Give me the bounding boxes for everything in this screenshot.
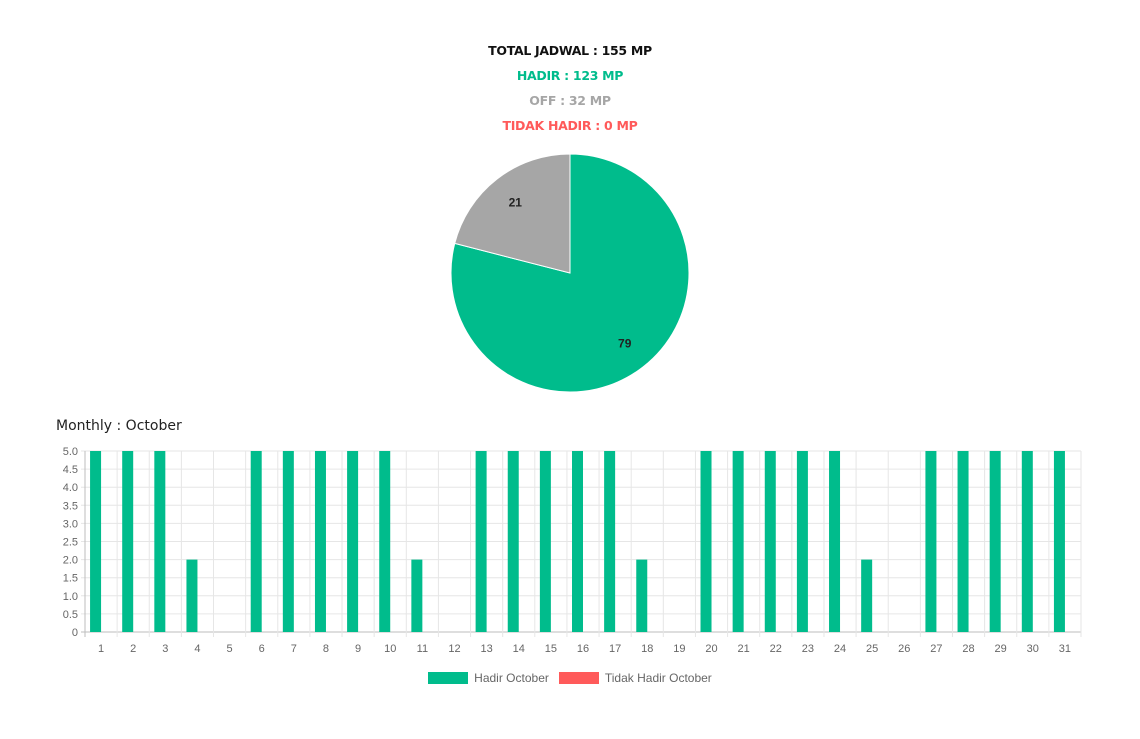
y-tick-label: 1.5 (63, 573, 78, 585)
x-tick-label: 11 (417, 643, 428, 655)
bar-hadir-day-27[interactable] (925, 451, 937, 632)
bar-hadir-day-18[interactable] (636, 559, 648, 632)
x-tick-label: 3 (162, 643, 168, 655)
x-tick-label: 22 (770, 643, 782, 655)
bar-hadir-day-15[interactable] (539, 451, 551, 632)
legend-swatch-hadir (428, 672, 469, 684)
x-tick-label: 4 (194, 643, 200, 655)
bar-hadir-day-11[interactable] (411, 559, 423, 632)
y-tick-label: 5.0 (63, 446, 78, 458)
legend-label-hadir: Hadir October (474, 671, 549, 685)
bar-hadir-day-25[interactable] (861, 559, 873, 632)
bar-hadir-day-30[interactable] (1021, 451, 1033, 632)
x-tick-label: 1 (98, 643, 104, 655)
x-tick-label: 14 (513, 643, 525, 655)
y-tick-label: 2.0 (63, 555, 78, 567)
x-tick-label: 16 (577, 643, 589, 655)
bar-hadir-day-23[interactable] (796, 451, 808, 632)
y-tick-label: 3.0 (63, 518, 78, 530)
x-tick-label: 17 (609, 643, 621, 655)
bar-hadir-day-14[interactable] (507, 451, 519, 632)
x-tick-label: 9 (355, 643, 361, 655)
x-tick-label: 5 (227, 643, 233, 655)
y-tick-label: 1.0 (63, 591, 78, 603)
x-tick-label: 28 (962, 643, 974, 655)
bar-hadir-day-6[interactable] (250, 451, 262, 632)
bar-hadir-day-8[interactable] (314, 451, 326, 632)
bar-hadir-day-20[interactable] (700, 451, 712, 632)
bar-hadir-day-31[interactable] (1053, 451, 1065, 632)
x-tick-label: 25 (866, 643, 878, 655)
attendance-pie-chart[interactable]: 79 21 (440, 143, 700, 403)
present-count-label: HADIR : 123 MP (516, 68, 624, 83)
x-tick-label: 29 (995, 643, 1007, 655)
bar-hadir-day-1[interactable] (90, 451, 102, 632)
bar-hadir-day-16[interactable] (572, 451, 583, 632)
bar-hadir-day-24[interactable] (829, 451, 841, 632)
bar-hadir-day-17[interactable] (604, 451, 616, 632)
bar-hadir-day-3[interactable] (154, 451, 166, 632)
bar-hadir-day-29[interactable] (989, 451, 1001, 632)
x-tick-label: 23 (802, 643, 814, 655)
bar-hadir-day-9[interactable] (347, 451, 359, 632)
x-tick-label: 6 (259, 643, 265, 655)
off-count-label: OFF : 32 MP (529, 93, 611, 108)
x-tick-label: 21 (738, 643, 750, 655)
y-tick-label: 3.5 (63, 500, 78, 512)
x-tick-label: 31 (1059, 643, 1071, 655)
x-tick-label: 26 (898, 643, 910, 655)
legend-item-tidak-hadir[interactable]: Tidak Hadir October (558, 671, 712, 685)
y-tick-label: 0 (72, 627, 78, 639)
bar-hadir-day-7[interactable] (282, 451, 294, 632)
bar-hadir-day-21[interactable] (732, 451, 744, 632)
bar-hadir-day-22[interactable] (764, 451, 776, 632)
x-tick-label: 20 (705, 643, 717, 655)
pie-slice-label-1: 21 (509, 195, 523, 209)
chart-legend: Hadir October Tidak Hadir October (0, 671, 1140, 685)
pie-slice-1[interactable] (454, 153, 571, 274)
x-tick-label: 15 (545, 643, 557, 655)
legend-swatch-tidak-hadir (558, 672, 599, 684)
y-tick-label: 2.5 (63, 537, 78, 549)
x-tick-label: 2 (130, 643, 136, 655)
x-tick-label: 8 (323, 643, 329, 655)
total-schedule-label: TOTAL JADWAL : 155 MP (488, 43, 652, 58)
bar-hadir-day-10[interactable] (379, 451, 391, 632)
x-tick-label: 12 (448, 643, 460, 655)
monthly-bar-chart[interactable]: 00.51.01.52.02.53.03.54.04.55.01 2 3 4 5 6 7 8 9… (40, 440, 1100, 665)
pie-slice-label-0: 79 (618, 337, 632, 351)
monthly-chart-title: Monthly : October (56, 418, 182, 434)
x-tick-label: 30 (1027, 643, 1039, 655)
x-tick-label: 18 (641, 643, 653, 655)
x-tick-label: 10 (384, 643, 396, 655)
attendance-summary: TOTAL JADWAL : 155 MP HADIR : 123 MP OFF… (0, 42, 1140, 142)
x-tick-label: 13 (480, 643, 492, 655)
bar-hadir-day-4[interactable] (186, 559, 198, 632)
x-tick-label: 7 (291, 643, 297, 655)
bar-hadir-day-2[interactable] (122, 451, 134, 632)
legend-item-hadir[interactable]: Hadir October (428, 671, 549, 685)
y-tick-label: 4.0 (63, 482, 78, 494)
y-tick-label: 4.5 (63, 464, 78, 476)
bar-hadir-day-28[interactable] (957, 451, 969, 632)
absent-count-label: TIDAK HADIR : 0 MP (502, 118, 638, 133)
x-tick-label: 24 (834, 643, 846, 655)
bar-hadir-day-13[interactable] (475, 451, 487, 632)
x-tick-label: 27 (930, 643, 942, 655)
y-tick-label: 0.5 (63, 609, 78, 621)
x-tick-label: 19 (673, 643, 685, 655)
legend-label-tidak-hadir: Tidak Hadir October (604, 671, 712, 685)
